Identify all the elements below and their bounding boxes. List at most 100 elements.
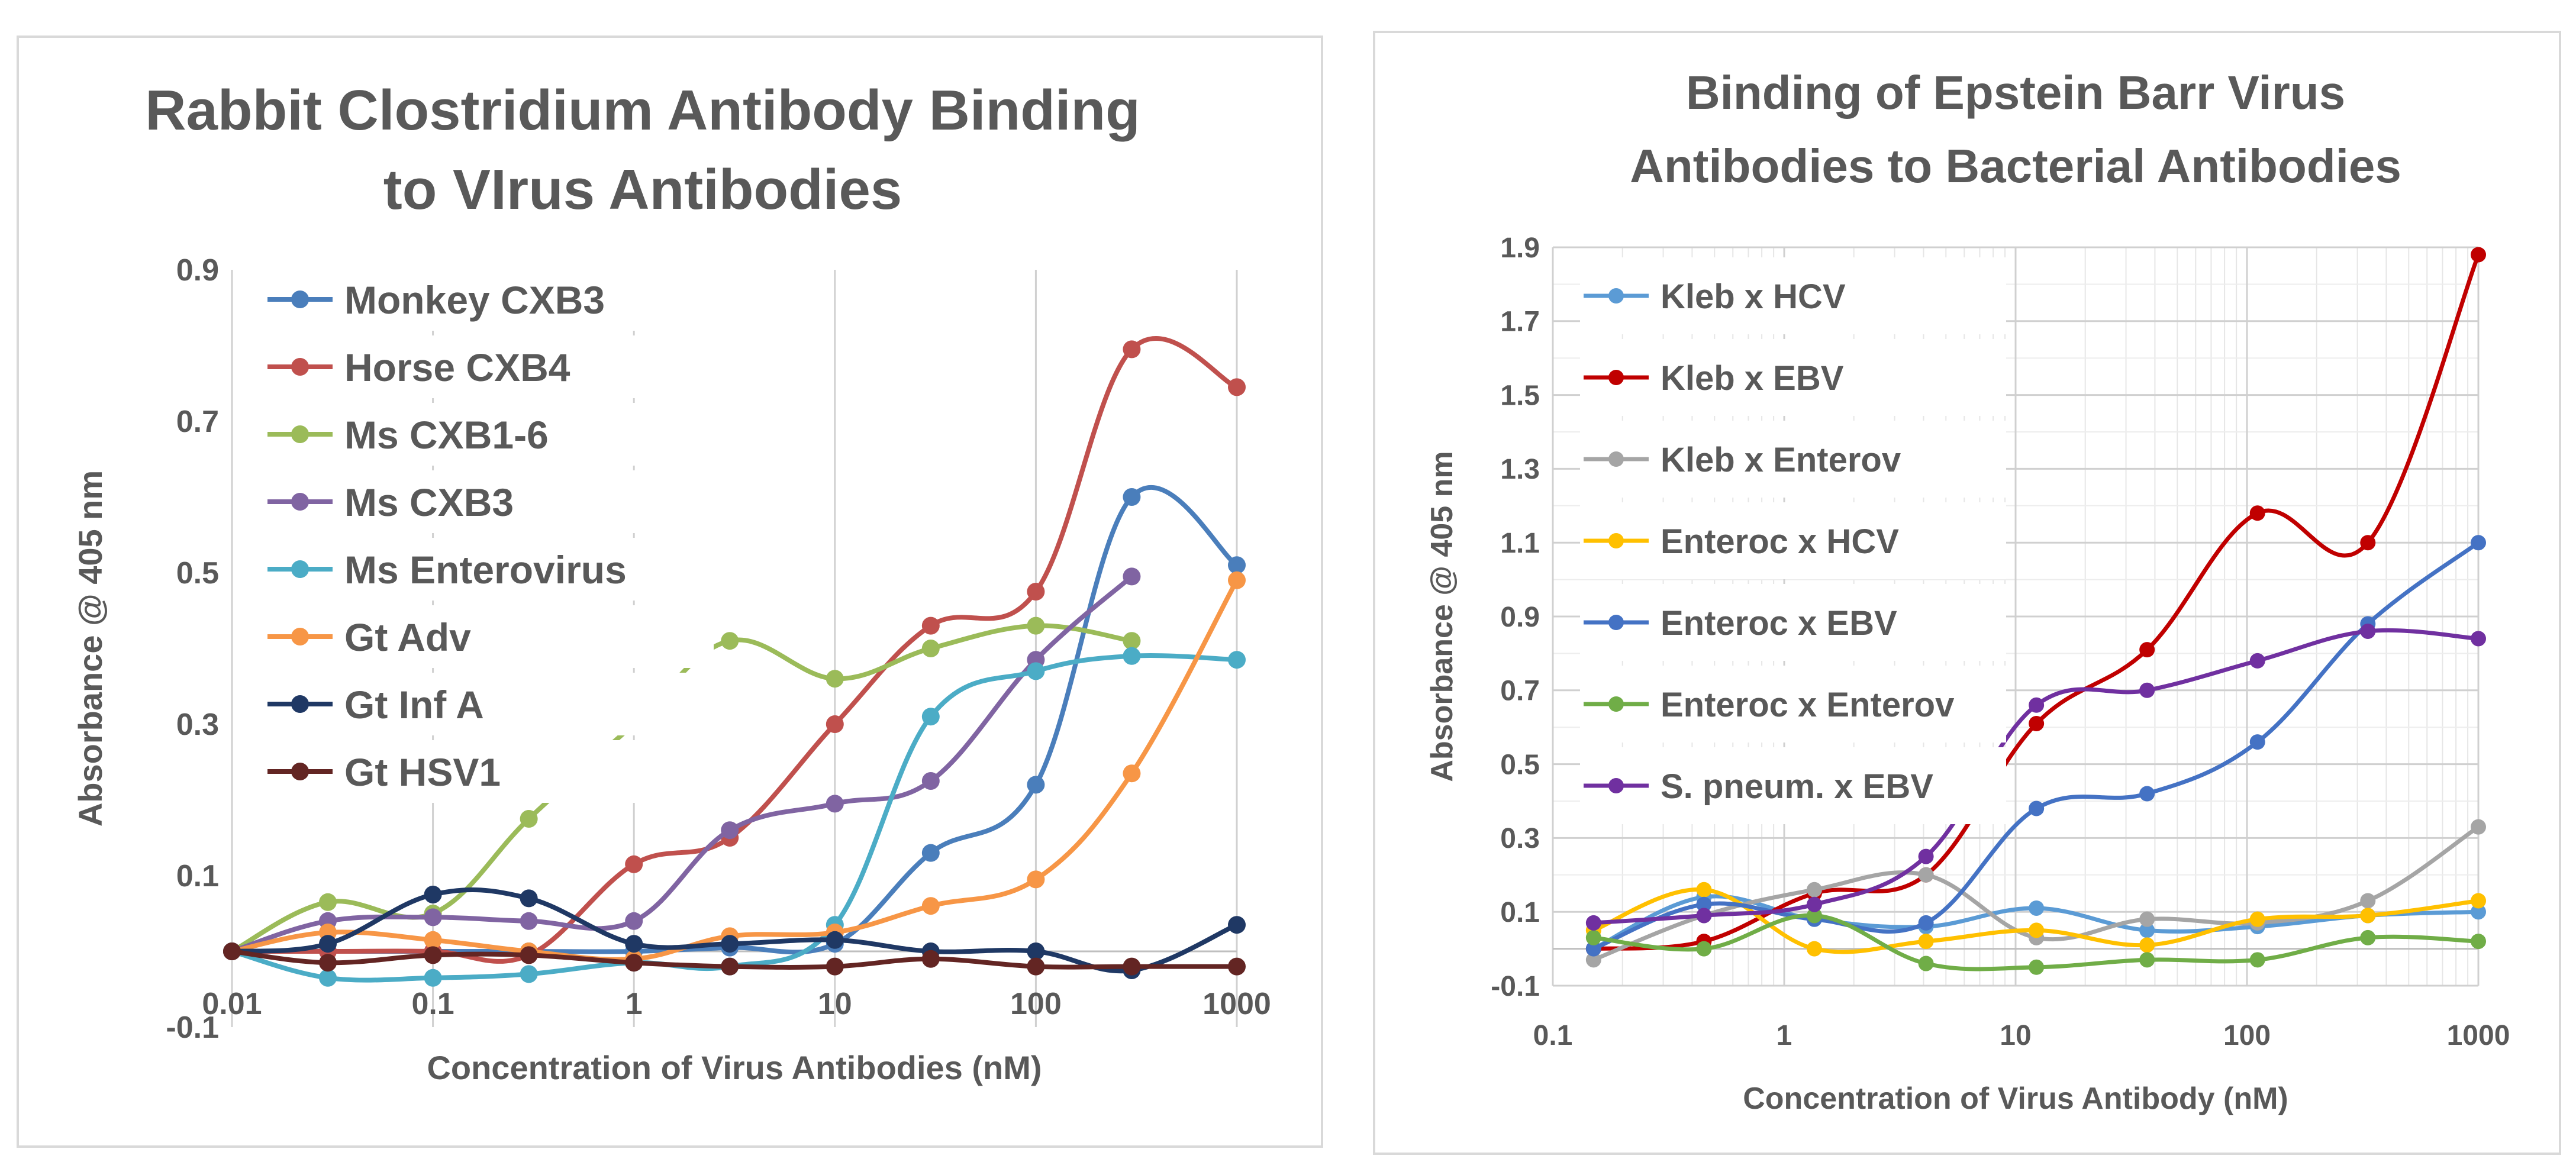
- data-point: [1585, 952, 1601, 968]
- y-tick-label: 1.3: [1500, 454, 1540, 485]
- data-point: [2139, 786, 2155, 802]
- data-point: [2139, 682, 2155, 698]
- legend-entry-label: Kleb x Enterov: [1661, 441, 1901, 479]
- series-line: [230, 653, 1239, 983]
- x-tick-label: 10: [818, 987, 852, 1021]
- data-point: [424, 886, 442, 903]
- legend-entry-label: Enteroc x Enterov: [1661, 686, 1954, 724]
- data-point: [319, 969, 337, 987]
- data-point: [1123, 488, 1141, 506]
- y-tick-label: 0.1: [176, 859, 219, 893]
- data-point: [1027, 583, 1045, 601]
- data-point: [1918, 934, 1934, 950]
- legend-swatch-marker: [291, 763, 309, 780]
- data-point: [2249, 911, 2265, 927]
- data-point: [1228, 378, 1246, 396]
- legend-swatch-marker: [1608, 696, 1624, 712]
- data-point: [1027, 942, 1045, 960]
- data-point: [826, 931, 844, 949]
- legend-swatch-marker: [1608, 778, 1624, 793]
- legend-background: [1580, 747, 2006, 824]
- data-point: [1918, 848, 1934, 864]
- chart-panel-right: Binding of Epstein Barr Virus Antibodies …: [1373, 31, 2561, 1155]
- legend-entry-label: Gt Adv: [344, 615, 471, 659]
- legend-entry-label: Kleb x HCV: [1661, 277, 1846, 316]
- data-point: [2471, 893, 2486, 909]
- data-point: [1027, 662, 1045, 680]
- data-point: [1228, 651, 1246, 669]
- data-point: [625, 935, 643, 953]
- legend-background: [264, 673, 714, 735]
- data-point: [2029, 697, 2045, 713]
- legend-background: [264, 538, 714, 601]
- legend-background: [264, 403, 714, 466]
- legend-entry-label: Enteroc x HCV: [1661, 522, 1899, 561]
- data-point: [1123, 957, 1141, 976]
- y-tick-label: 1.7: [1500, 306, 1540, 338]
- data-point: [2471, 535, 2486, 551]
- data-point: [826, 715, 844, 733]
- chart-panel-left: Rabbit Clostridium Antibody Binding to VI…: [17, 35, 1323, 1148]
- data-point: [1027, 776, 1045, 794]
- data-point: [826, 957, 844, 976]
- data-point: [1806, 941, 1822, 957]
- data-point: [1696, 882, 1712, 898]
- x-tick-label: 1: [626, 987, 643, 1021]
- data-point: [2029, 922, 2045, 938]
- legend-swatch-marker: [1608, 533, 1624, 548]
- legend-background: [264, 470, 714, 533]
- y-tick-label: 1.1: [1500, 528, 1540, 559]
- data-point: [1806, 896, 1822, 912]
- data-point: [2139, 922, 2155, 938]
- data-point: [1027, 957, 1045, 976]
- data-point: [520, 810, 538, 828]
- legend-entry-label: Gt HSV1: [344, 750, 501, 794]
- data-point: [2360, 623, 2376, 639]
- y-tick-label: 0.1: [1500, 897, 1540, 928]
- legend-background: [264, 335, 714, 398]
- data-point: [2360, 908, 2376, 924]
- data-point: [1918, 915, 1934, 931]
- data-point: [1228, 916, 1246, 934]
- x-tick-label: 1000: [1202, 987, 1271, 1021]
- legend-entry-label: S. pneum. x EBV: [1661, 767, 1933, 806]
- data-point: [1123, 567, 1141, 586]
- data-point: [2471, 819, 2486, 835]
- data-point: [721, 821, 739, 840]
- series-line: [1591, 628, 2481, 925]
- data-point: [319, 954, 337, 972]
- legend-entry-label: Kleb x EBV: [1661, 359, 1844, 398]
- y-axis-title: Absorbance @ 405 nm: [72, 470, 109, 827]
- chart-title-line: Binding of Epstein Barr Virus: [1686, 66, 2345, 119]
- data-point: [424, 969, 442, 987]
- legend-swatch-marker: [1608, 370, 1624, 385]
- data-point: [2360, 929, 2376, 945]
- legend-entry-label: Ms Enterovirus: [344, 548, 627, 592]
- legend-background: [1580, 421, 2006, 498]
- data-point: [2471, 934, 2486, 950]
- data-point: [1918, 867, 1934, 883]
- data-point: [2249, 952, 2265, 968]
- legend-background: [264, 268, 714, 331]
- x-axis-title: Concentration of Virus Antibody (nM): [1743, 1082, 2288, 1116]
- y-tick-label: 1.5: [1500, 380, 1540, 411]
- data-point: [1228, 556, 1246, 574]
- data-point: [1027, 870, 1045, 889]
- x-tick-label: 10: [2000, 1020, 2031, 1051]
- data-point: [1123, 647, 1141, 665]
- data-point: [1123, 632, 1141, 650]
- data-point: [1806, 882, 1822, 898]
- data-point: [2471, 247, 2486, 263]
- chart-title-line: Antibodies to Bacterial Antibodies: [1630, 140, 2401, 192]
- chart-title-line: Rabbit Clostridium Antibody Binding: [145, 79, 1140, 142]
- x-tick-label: 100: [2223, 1020, 2271, 1051]
- y-tick-label: 0.7: [176, 405, 219, 439]
- data-point: [2139, 642, 2155, 658]
- y-tick-label: 0.5: [176, 556, 219, 590]
- data-point: [1585, 929, 1601, 945]
- legend-swatch-marker: [291, 290, 309, 308]
- legend-entry-label: Ms CXB3: [344, 480, 514, 524]
- legend-background: [1580, 584, 2006, 661]
- y-tick-label: -0.1: [1491, 971, 1540, 1002]
- x-tick-label: 1: [1777, 1020, 1792, 1051]
